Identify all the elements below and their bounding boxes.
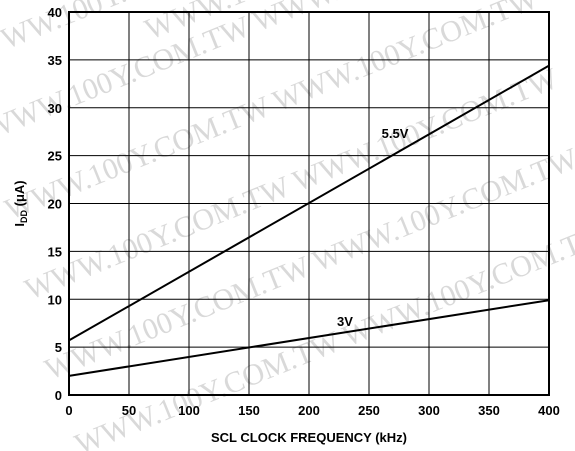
y-tick-label: 40 <box>48 5 62 20</box>
x-tick-label: 400 <box>538 403 560 418</box>
series-label-3v: 3V <box>337 314 353 329</box>
series-label-5-5v: 5.5V <box>382 126 409 141</box>
y-axis-label: IDD (μA) <box>12 180 29 226</box>
x-tick-label: 150 <box>238 403 260 418</box>
x-tick-label: 50 <box>122 403 136 418</box>
x-tick-label: 300 <box>418 403 440 418</box>
x-tick-label: 350 <box>478 403 500 418</box>
x-tick-label: 200 <box>298 403 320 418</box>
y-tick-label: 35 <box>48 53 62 68</box>
y-tick-label: 5 <box>55 340 62 355</box>
series-layer <box>68 64 550 377</box>
y-tick-labels: 0 5 10 15 20 25 30 35 40 <box>48 5 62 403</box>
y-tick-label: 15 <box>48 244 62 259</box>
series-line-5-5v <box>68 64 550 342</box>
y-tick-label: 10 <box>48 292 62 307</box>
y-tick-label: 30 <box>48 101 62 116</box>
x-axis-label: SCL CLOCK FREQUENCY (kHz) <box>211 430 407 445</box>
y-tick-label: 0 <box>55 388 62 403</box>
y-tick-label: 25 <box>48 149 62 164</box>
x-tick-label: 0 <box>65 403 72 418</box>
x-tick-label: 100 <box>178 403 200 418</box>
y-tick-label: 20 <box>48 197 62 212</box>
y-axis-label-sub: DD <box>19 210 29 223</box>
x-tick-label: 250 <box>358 403 380 418</box>
y-axis-label-main: I <box>12 223 27 227</box>
series-line-3v <box>68 299 550 377</box>
y-axis-label-unit: (μA) <box>12 180 27 210</box>
x-tick-labels: 0 50 100 150 200 250 300 350 400 <box>65 403 559 418</box>
plot-frame <box>68 11 550 396</box>
series-labels: 5.5V 3V <box>337 126 409 329</box>
